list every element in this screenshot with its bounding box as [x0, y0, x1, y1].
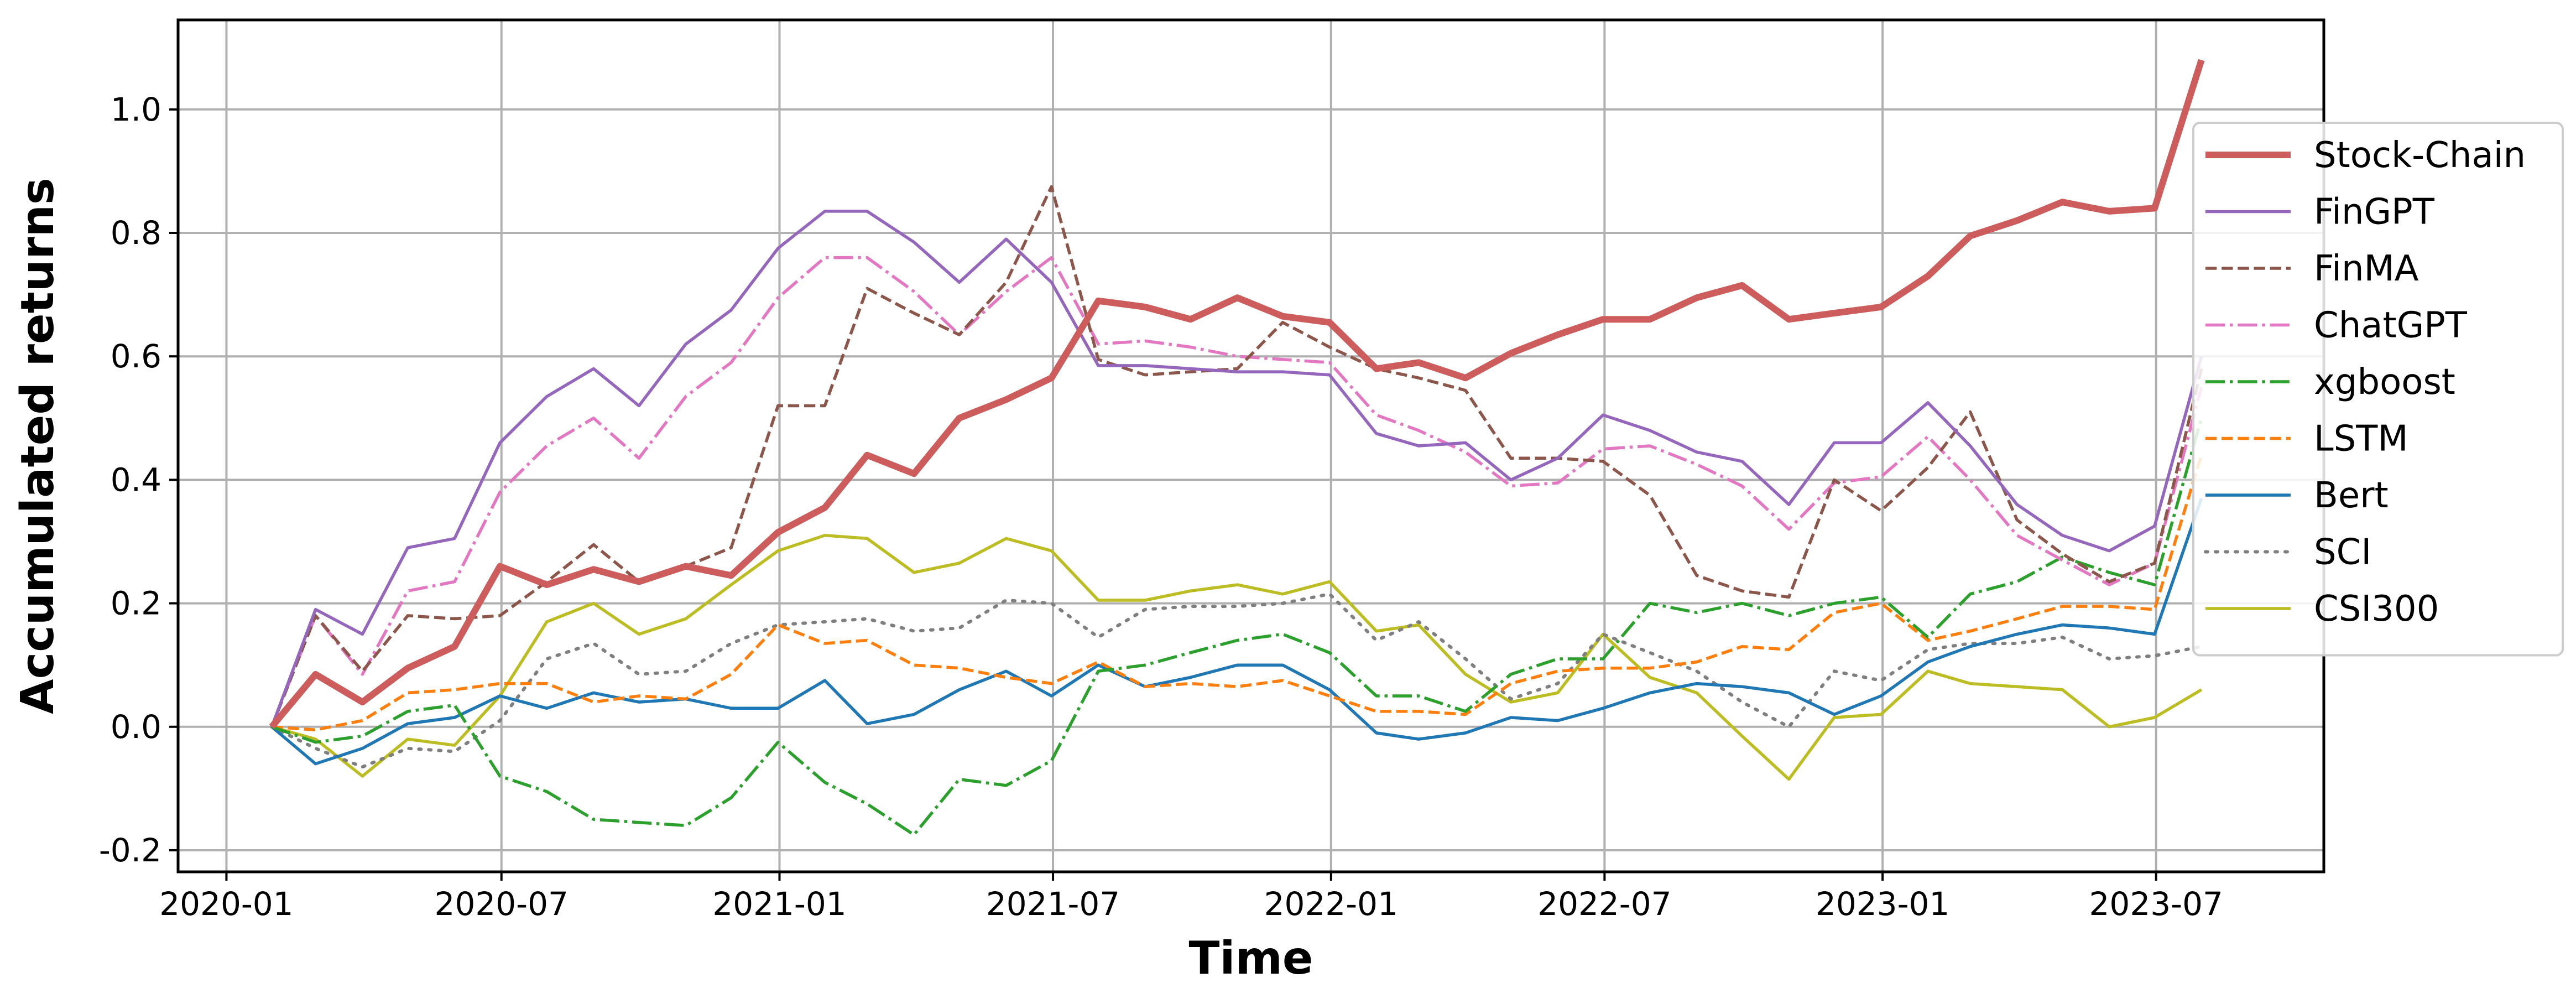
legend-label: Stock-Chain	[2314, 135, 2526, 176]
x-tick-label: 2022-07	[1537, 885, 1671, 923]
y-tick-label: 0.0	[111, 708, 161, 746]
x-tick-label: 2023-07	[2089, 885, 2223, 923]
x-tick-label: 2020-07	[435, 885, 569, 923]
legend: Stock-Chain FinGPT FinMA ChatGPT xgboost LSTM…	[2193, 123, 2563, 656]
x-tick-label: 2020-01	[159, 885, 293, 923]
legend-label: ChatGPT	[2314, 305, 2468, 346]
legend-label: SCI	[2314, 532, 2371, 573]
legend-label: CSI300	[2314, 589, 2439, 630]
x-tick-label: 2022-01	[1264, 885, 1398, 923]
y-tick-label: 0.6	[111, 337, 161, 375]
legend-label: FinMA	[2314, 248, 2419, 289]
x-tick-label: 2023-01	[1816, 885, 1949, 923]
legend-label: Bert	[2314, 475, 2389, 516]
legend-label: FinGPT	[2314, 192, 2435, 233]
y-tick-label: 0.4	[111, 461, 161, 498]
legend-label: LSTM	[2314, 419, 2408, 460]
y-tick-label: 0.8	[111, 214, 161, 252]
legend-label: xgboost	[2314, 362, 2455, 403]
x-tick-label: 2021-01	[712, 885, 846, 923]
y-tick-label: -0.2	[99, 831, 161, 869]
y-axis-title: Accumulated returns	[12, 178, 64, 714]
x-axis-title: Time	[1188, 932, 1313, 985]
x-tick-label: 2021-07	[986, 885, 1120, 923]
y-tick-label: 0.2	[111, 585, 161, 622]
y-tick-label: 1.0	[111, 91, 161, 128]
